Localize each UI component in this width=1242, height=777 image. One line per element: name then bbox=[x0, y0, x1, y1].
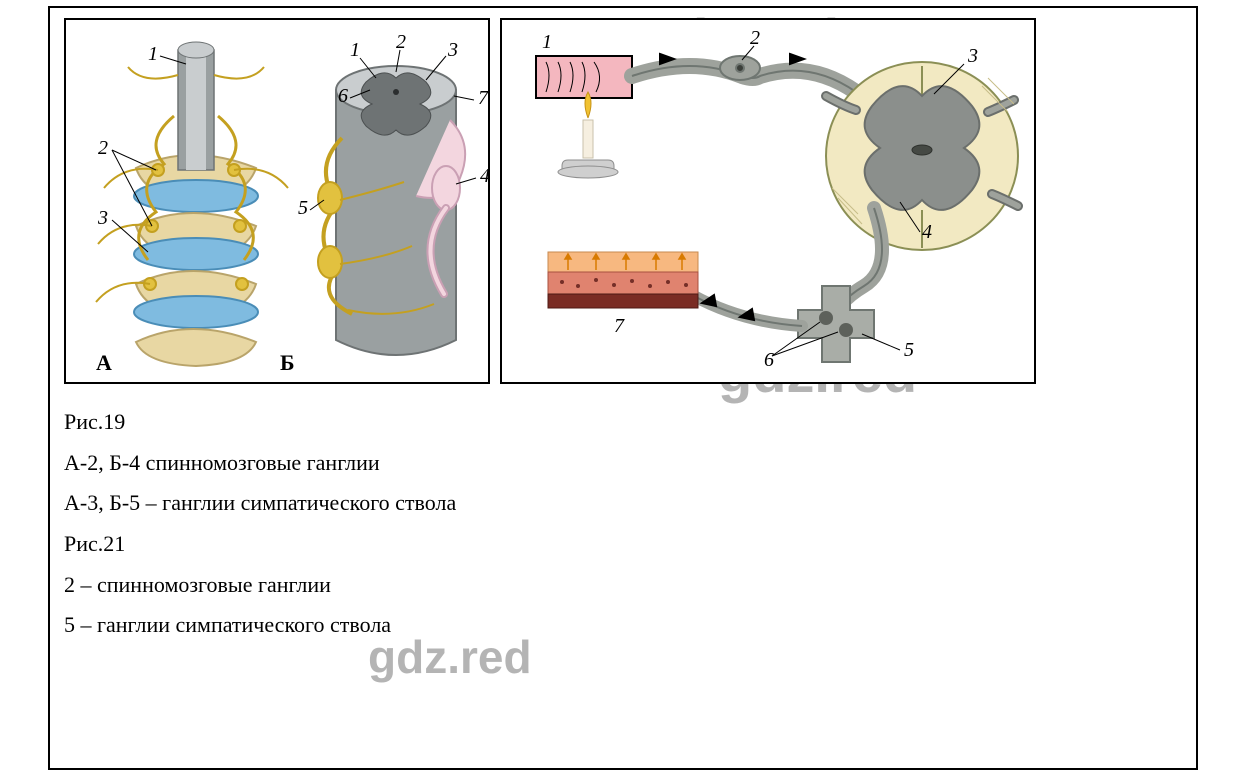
figure-19: 1 2 3 А bbox=[64, 18, 490, 384]
sympathetic-ganglion bbox=[798, 286, 874, 362]
figure-21: 1 2 3 4 5 6 7 bbox=[500, 18, 1036, 384]
svg-text:3: 3 bbox=[967, 45, 978, 67]
svg-text:2: 2 bbox=[750, 27, 760, 49]
svg-text:6: 6 bbox=[338, 85, 348, 107]
line-6: 5 – ганглии симпатического ствола bbox=[64, 605, 1182, 646]
line-5: 2 – спинномозговые ганглии bbox=[64, 565, 1182, 606]
effector-skin bbox=[548, 252, 698, 308]
svg-text:7: 7 bbox=[614, 315, 625, 337]
svg-text:7: 7 bbox=[478, 87, 489, 109]
svg-text:4: 4 bbox=[480, 165, 490, 187]
candle bbox=[558, 92, 618, 178]
line-1: Рис.19 bbox=[64, 402, 1182, 443]
svg-text:3: 3 bbox=[447, 39, 458, 61]
page-frame: gdz.red gdz.red gdz.red bbox=[48, 6, 1198, 770]
vertebrae-stack bbox=[134, 155, 258, 366]
svg-text:1: 1 bbox=[148, 43, 158, 65]
svg-text:3: 3 bbox=[97, 207, 108, 229]
svg-text:5: 5 bbox=[298, 197, 308, 219]
svg-text:Б: Б bbox=[280, 350, 295, 375]
svg-text:А: А bbox=[96, 350, 112, 375]
svg-text:2: 2 bbox=[98, 137, 108, 159]
receptor-box bbox=[536, 56, 632, 98]
svg-text:5: 5 bbox=[904, 339, 914, 361]
svg-text:2: 2 bbox=[396, 31, 406, 53]
figures-row: 1 2 3 А bbox=[50, 8, 1196, 384]
line-4: Рис.21 bbox=[64, 524, 1182, 565]
svg-text:1: 1 bbox=[350, 39, 360, 61]
line-2: А-2, Б-4 спинномозговые ганглии bbox=[64, 443, 1182, 484]
svg-text:4: 4 bbox=[922, 221, 932, 243]
answer-text: Рис.19 А-2, Б-4 спинномозговые ганглии А… bbox=[50, 384, 1196, 656]
line-3: А-3, Б-5 – ганглии симпатического ствола bbox=[64, 483, 1182, 524]
svg-text:1: 1 bbox=[542, 31, 552, 53]
panel-B: 1 2 3 7 4 5 6 Б bbox=[280, 31, 490, 375]
svg-text:6: 6 bbox=[764, 349, 774, 371]
spinal-cord-A bbox=[178, 42, 214, 170]
